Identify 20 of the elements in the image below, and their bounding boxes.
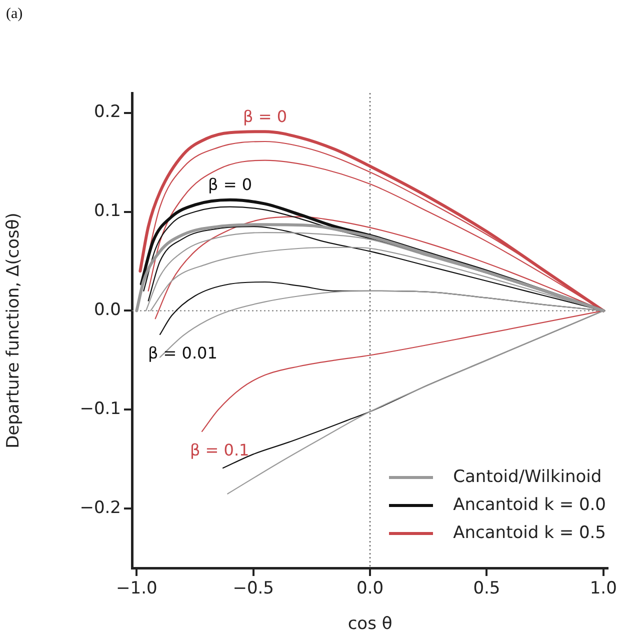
y-tick-label: 0.0: [94, 300, 121, 320]
text: (a): [6, 6, 23, 23]
y-tick-label: −0.1: [80, 399, 121, 420]
legend-label: Cantoid/Wilkinoid: [453, 467, 602, 487]
x-tick-label: −0.5: [232, 578, 274, 599]
annotation: β = 0.01: [148, 344, 218, 363]
legend-label: Ancantoid k = 0.5: [453, 523, 606, 543]
x-tick-label: −1.0: [116, 578, 158, 599]
annotation: β = 0: [208, 175, 252, 194]
x-tick-label: 0.0: [356, 578, 384, 599]
x-axis-title: cos θ: [348, 614, 392, 634]
x-tick-label: 0.5: [473, 578, 500, 599]
y-axis-title: Departure function, Δ(cosθ): [4, 212, 24, 448]
x-tick-label: 1.0: [590, 578, 617, 599]
y-tick-label: 0.2: [94, 102, 121, 122]
y-tick-label: 0.1: [94, 201, 121, 222]
annotation: β = 0.1: [190, 440, 250, 460]
y-tick-label: −0.2: [80, 498, 121, 518]
legend-label: Ancantoid k = 0.0: [453, 495, 606, 515]
annotation: β = 0: [243, 106, 287, 126]
